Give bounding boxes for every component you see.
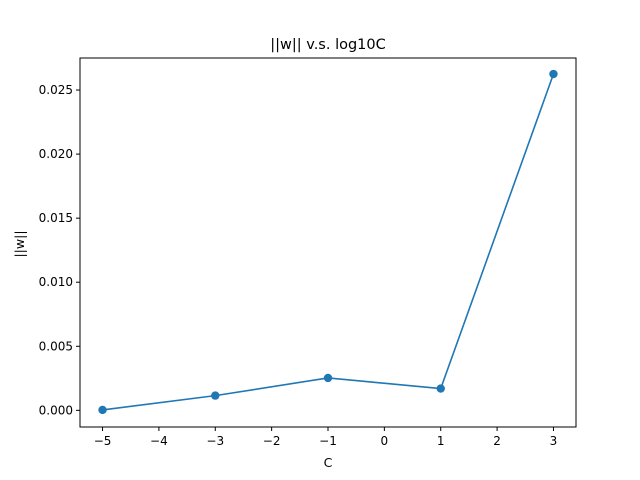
data-point <box>436 384 445 393</box>
y-tick-label: 0.020 <box>39 147 73 161</box>
x-tick-label: 3 <box>550 434 558 448</box>
series-layer <box>98 69 558 415</box>
y-tick-label: 0.000 <box>39 403 73 417</box>
x-tick-label: −2 <box>263 434 281 448</box>
plot-frame <box>79 57 577 428</box>
chart-title: ||w|| v.s. log10C <box>270 37 386 53</box>
data-point <box>98 405 107 415</box>
y-axis-label: ||w|| <box>12 230 27 257</box>
data-point <box>211 391 220 400</box>
data-point <box>323 373 333 383</box>
x-tick-label: −5 <box>94 434 112 448</box>
x-tick-label: −4 <box>150 434 168 448</box>
y-tick-label: 0.025 <box>39 83 73 97</box>
x-tick-label: −1 <box>319 434 337 448</box>
y-tick-label: 0.015 <box>39 211 73 225</box>
x-axis-label: C <box>324 455 333 470</box>
x-tick-label: −3 <box>206 434 224 448</box>
x-tick-label: 1 <box>437 434 445 448</box>
x-tick-label: 0 <box>381 434 389 448</box>
x-tick-label: 2 <box>493 434 501 448</box>
y-tick-label: 0.005 <box>39 339 73 353</box>
y-axis-ticks: 0.000 0.005 0.010 0.015 0.020 0.025 <box>39 83 80 417</box>
data-point <box>549 69 558 79</box>
y-tick-label: 0.010 <box>39 275 73 289</box>
x-axis-ticks: −5 −4 −3 −2 −1 0 1 2 3 <box>94 427 558 448</box>
